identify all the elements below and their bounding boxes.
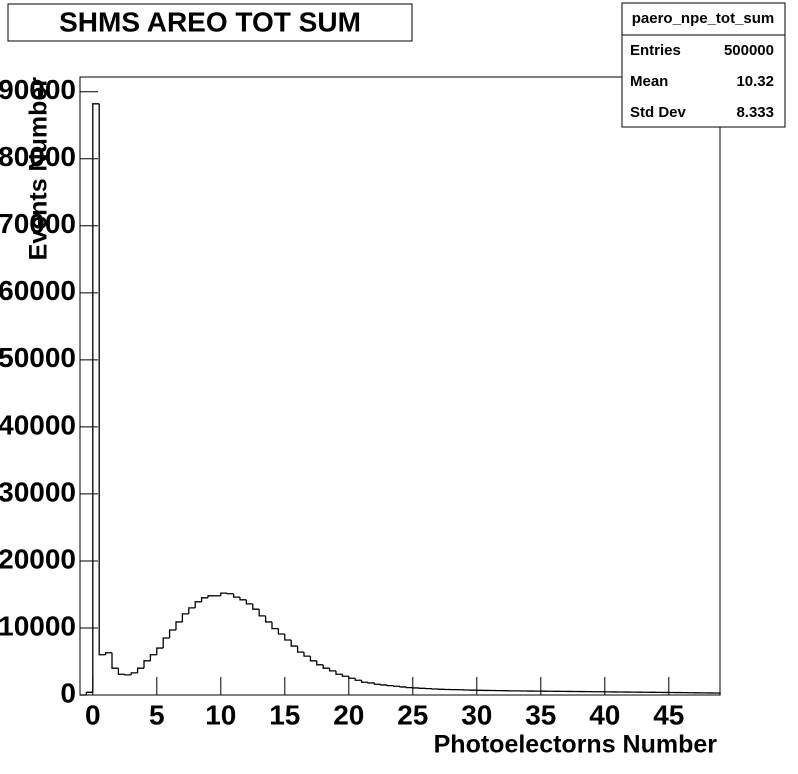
histogram-bin	[175, 621, 183, 630]
histogram-bin	[405, 686, 413, 689]
histogram-bin	[316, 660, 324, 666]
histogram-bin	[162, 637, 170, 649]
histogram-bin	[392, 685, 400, 687]
histogram-bin	[328, 668, 336, 672]
y-tick-label: 90000	[0, 74, 76, 105]
histogram-bin	[271, 621, 279, 630]
histogram-bin	[373, 682, 381, 685]
histogram-bin	[85, 691, 93, 695]
x-tick-label: 15	[269, 699, 300, 730]
y-tick-label: 60000	[0, 275, 76, 306]
histogram-bin	[232, 593, 240, 598]
histogram-bin	[335, 670, 343, 675]
histogram-bin	[380, 684, 388, 686]
histogram-bin	[399, 686, 407, 688]
y-tick-label: 70000	[0, 208, 76, 239]
x-tick-label: 40	[589, 699, 620, 730]
histogram-bin	[136, 667, 144, 673]
histogram-bin	[194, 601, 202, 608]
stats-box	[621, 2, 786, 128]
y-axis-label: Events Number	[25, 77, 53, 261]
x-tick-label: 0	[85, 699, 101, 730]
histogram-bin	[264, 615, 272, 623]
y-tick-label: 50000	[0, 342, 76, 373]
histogram-bin	[354, 678, 362, 681]
histogram-bin	[284, 634, 292, 641]
x-tick-label: 10	[205, 699, 236, 730]
histogram-bin	[149, 654, 157, 661]
histogram-bin	[188, 607, 196, 614]
y-tick-label: 80000	[0, 141, 76, 172]
stats-label: Std Dev	[630, 104, 687, 121]
histogram-bin	[226, 593, 234, 595]
y-tick-label: 0	[60, 677, 76, 708]
histogram-bin	[111, 652, 119, 669]
stats-label: Mean	[630, 73, 668, 90]
x-tick-label: 45	[653, 699, 684, 730]
stats-value: 10.32	[736, 73, 774, 90]
chart-title: SHMS AREO TOT SUM	[59, 6, 361, 37]
title-box	[7, 3, 413, 42]
histogram-bin	[200, 597, 208, 602]
stats-label: Entries	[630, 42, 681, 59]
histogram-bin	[367, 682, 375, 684]
histogram-bin	[92, 103, 100, 693]
histogram-bin	[143, 660, 151, 669]
x-axis-label: Photoelectorns Number	[434, 731, 718, 759]
histogram-bin	[220, 592, 228, 596]
histogram-bin	[104, 652, 112, 655]
x-tick-label: 5	[149, 699, 165, 730]
stats-value: 500000	[724, 42, 774, 59]
y-tick-label: 10000	[0, 610, 76, 641]
histogram-bin	[290, 640, 298, 647]
histogram-bin	[303, 652, 311, 657]
histogram-bin	[181, 613, 189, 622]
x-tick-label: 35	[525, 699, 556, 730]
stats-title: paero_npe_tot_sum	[632, 10, 775, 27]
histogram-bin	[124, 674, 132, 676]
histogram-bin	[245, 599, 253, 605]
y-tick-label: 30000	[0, 476, 76, 507]
histogram-bin	[239, 597, 247, 601]
histogram-bin	[98, 103, 106, 656]
y-tick-label: 40000	[0, 409, 76, 440]
histogram-bin	[277, 628, 285, 635]
histogram-bin	[386, 684, 394, 687]
y-tick-label: 20000	[0, 543, 76, 574]
histogram-bin	[712, 692, 721, 695]
histogram-bin	[341, 674, 349, 677]
histogram-bin	[258, 609, 266, 617]
histogram-bin	[322, 664, 330, 669]
x-tick-label: 30	[461, 699, 492, 730]
histogram-bin	[207, 595, 215, 598]
histogram-bin	[360, 680, 368, 683]
histogram-bin	[296, 646, 304, 653]
histogram-bin	[252, 603, 260, 610]
stats-value: 8.333	[736, 104, 774, 121]
histogram-bin	[309, 656, 317, 662]
histogram-bin	[348, 676, 356, 679]
histogram-bin	[156, 647, 164, 655]
plot-frame	[79, 76, 721, 696]
histogram-bin	[168, 629, 176, 639]
x-tick-label: 25	[397, 699, 428, 730]
x-tick-label: 20	[333, 699, 364, 730]
histogram-bin	[130, 672, 138, 675]
histogram-bin	[117, 668, 125, 675]
